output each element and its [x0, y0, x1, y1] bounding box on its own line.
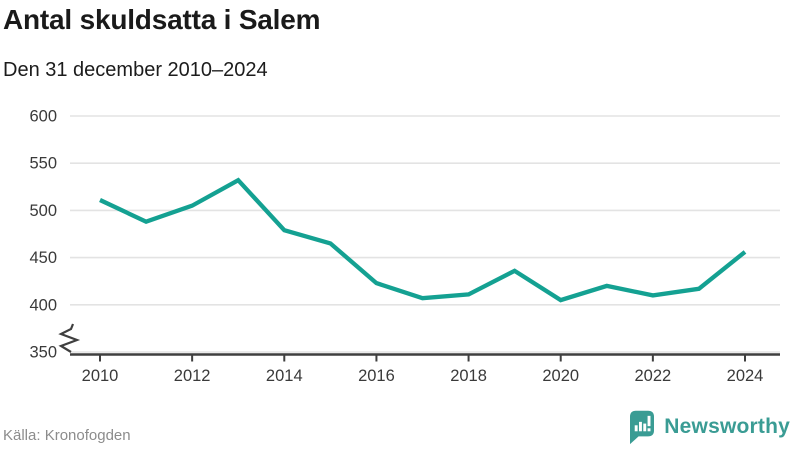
x-axis-tick-label: 2010	[82, 367, 119, 385]
x-axis-tick-label: 2020	[542, 367, 579, 385]
x-axis-tick-label: 2024	[727, 367, 764, 385]
y-axis-tick-label: 500	[29, 202, 57, 220]
y-axis-tick-label: 450	[29, 249, 57, 267]
newsworthy-logo: Newsworthy	[627, 409, 790, 445]
source-note: Källa: Kronofogden	[3, 427, 131, 444]
chart-subtitle: Den 31 december 2010–2024	[3, 59, 268, 81]
line-chart: 350 400 450 500 550 600 2010 2012 2014 2016 2018 20…	[29, 108, 780, 385]
y-axis-tick-label: 600	[29, 108, 57, 126]
page-title: Antal skuldsatta i Salem	[3, 4, 321, 35]
y-axis-tick-label: 350	[29, 344, 57, 362]
axis-break-icon	[58, 323, 81, 353]
newsworthy-bubble-chart-icon	[627, 409, 657, 445]
x-axis-tick-label: 2016	[358, 367, 395, 385]
x-axis-tick-label: 2018	[450, 367, 487, 385]
data-line-series	[99, 177, 747, 303]
x-axis-tick-label: 2014	[266, 367, 303, 385]
y-axis-tick-label: 400	[29, 296, 57, 314]
x-axis-tick-label: 2022	[634, 367, 671, 385]
y-axis-tick-label: 550	[29, 155, 57, 173]
newsworthy-wordmark: Newsworthy	[664, 415, 790, 438]
x-axis-tick-label: 2012	[174, 367, 211, 385]
